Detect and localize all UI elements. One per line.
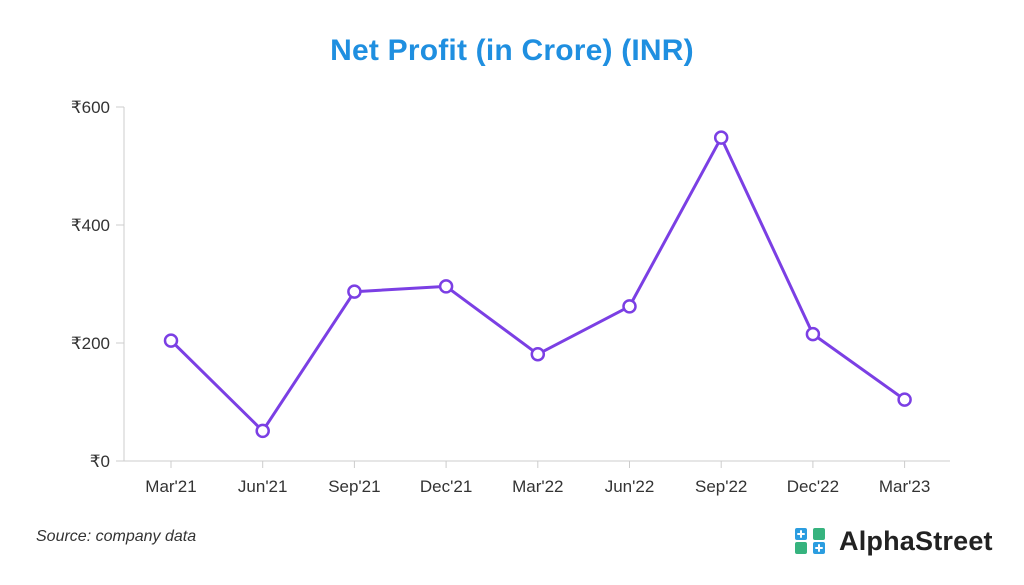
x-tick-label: Mar'21 <box>145 477 196 496</box>
y-tick-label: ₹600 <box>71 98 110 117</box>
x-tick-label: Mar'22 <box>512 477 563 496</box>
x-tick-label: Dec'22 <box>787 477 839 496</box>
source-note: Source: company data <box>36 528 197 545</box>
axes <box>123 107 950 462</box>
x-tick-label: Sep'21 <box>328 477 380 496</box>
data-point <box>713 130 729 145</box>
data-point <box>255 423 270 439</box>
chart-title: Net Profit (in Crore) (INR) <box>330 34 694 67</box>
alphastreet-logo-icon <box>795 528 825 554</box>
data-point <box>622 299 637 314</box>
data-point <box>805 326 821 342</box>
y-axis-ticks: ₹0 ₹200 ₹400 ₹600 <box>71 98 124 471</box>
x-tick-label: Dec'21 <box>420 477 472 496</box>
x-tick-label: Jun'22 <box>605 477 655 496</box>
brand-name: AlphaStreet <box>839 525 993 556</box>
x-tick-label: Sep'22 <box>695 477 747 496</box>
y-tick-label: ₹200 <box>71 334 110 353</box>
data-point <box>438 279 454 294</box>
series-line <box>169 136 906 433</box>
brand-logo: AlphaStreet <box>793 524 993 558</box>
data-point <box>530 346 546 362</box>
y-tick-label: ₹400 <box>71 216 110 235</box>
data-point <box>347 284 362 299</box>
data-point <box>163 333 179 348</box>
data-point <box>897 392 912 407</box>
x-axis-ticks: Mar'21 Jun'21 Sep'21 Dec'21 Mar'22 Jun'22 Sep'… <box>145 461 930 496</box>
x-tick-label: Jun'21 <box>238 477 288 496</box>
x-tick-label: Mar'23 <box>879 477 930 496</box>
series-group <box>163 130 912 439</box>
y-tick-label: ₹0 <box>90 452 110 471</box>
